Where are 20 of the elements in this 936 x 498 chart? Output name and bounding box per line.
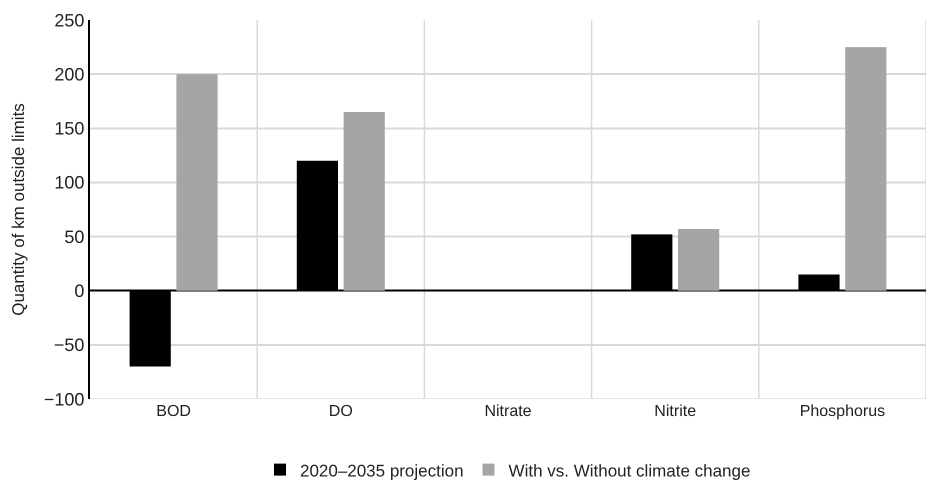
y-tick-label: −100 xyxy=(44,389,84,410)
y-axis-title: Quantity of km outside limits xyxy=(8,103,28,316)
y-tick-label: 150 xyxy=(54,118,84,139)
y-tick-label: 50 xyxy=(64,226,84,247)
legend-label: With vs. Without climate change xyxy=(508,461,750,480)
y-tick-label: 100 xyxy=(54,172,84,193)
x-tick-label: DO xyxy=(328,403,353,420)
y-tick-label: 250 xyxy=(54,10,84,30)
x-tick-label: Nitrite xyxy=(654,403,696,420)
legend-label: 2020–2035 projection xyxy=(300,461,464,480)
bar xyxy=(344,112,385,291)
bar xyxy=(845,47,886,291)
bar xyxy=(176,74,218,291)
y-tick-label: 200 xyxy=(54,64,84,84)
x-tick-label: Nitrate xyxy=(484,403,532,420)
y-tick-label: −50 xyxy=(54,335,84,356)
x-tick-label: Phosphorus xyxy=(800,403,886,420)
y-tick-label: 0 xyxy=(74,281,84,302)
x-tick-label: BOD xyxy=(156,403,191,420)
bar xyxy=(678,228,720,291)
